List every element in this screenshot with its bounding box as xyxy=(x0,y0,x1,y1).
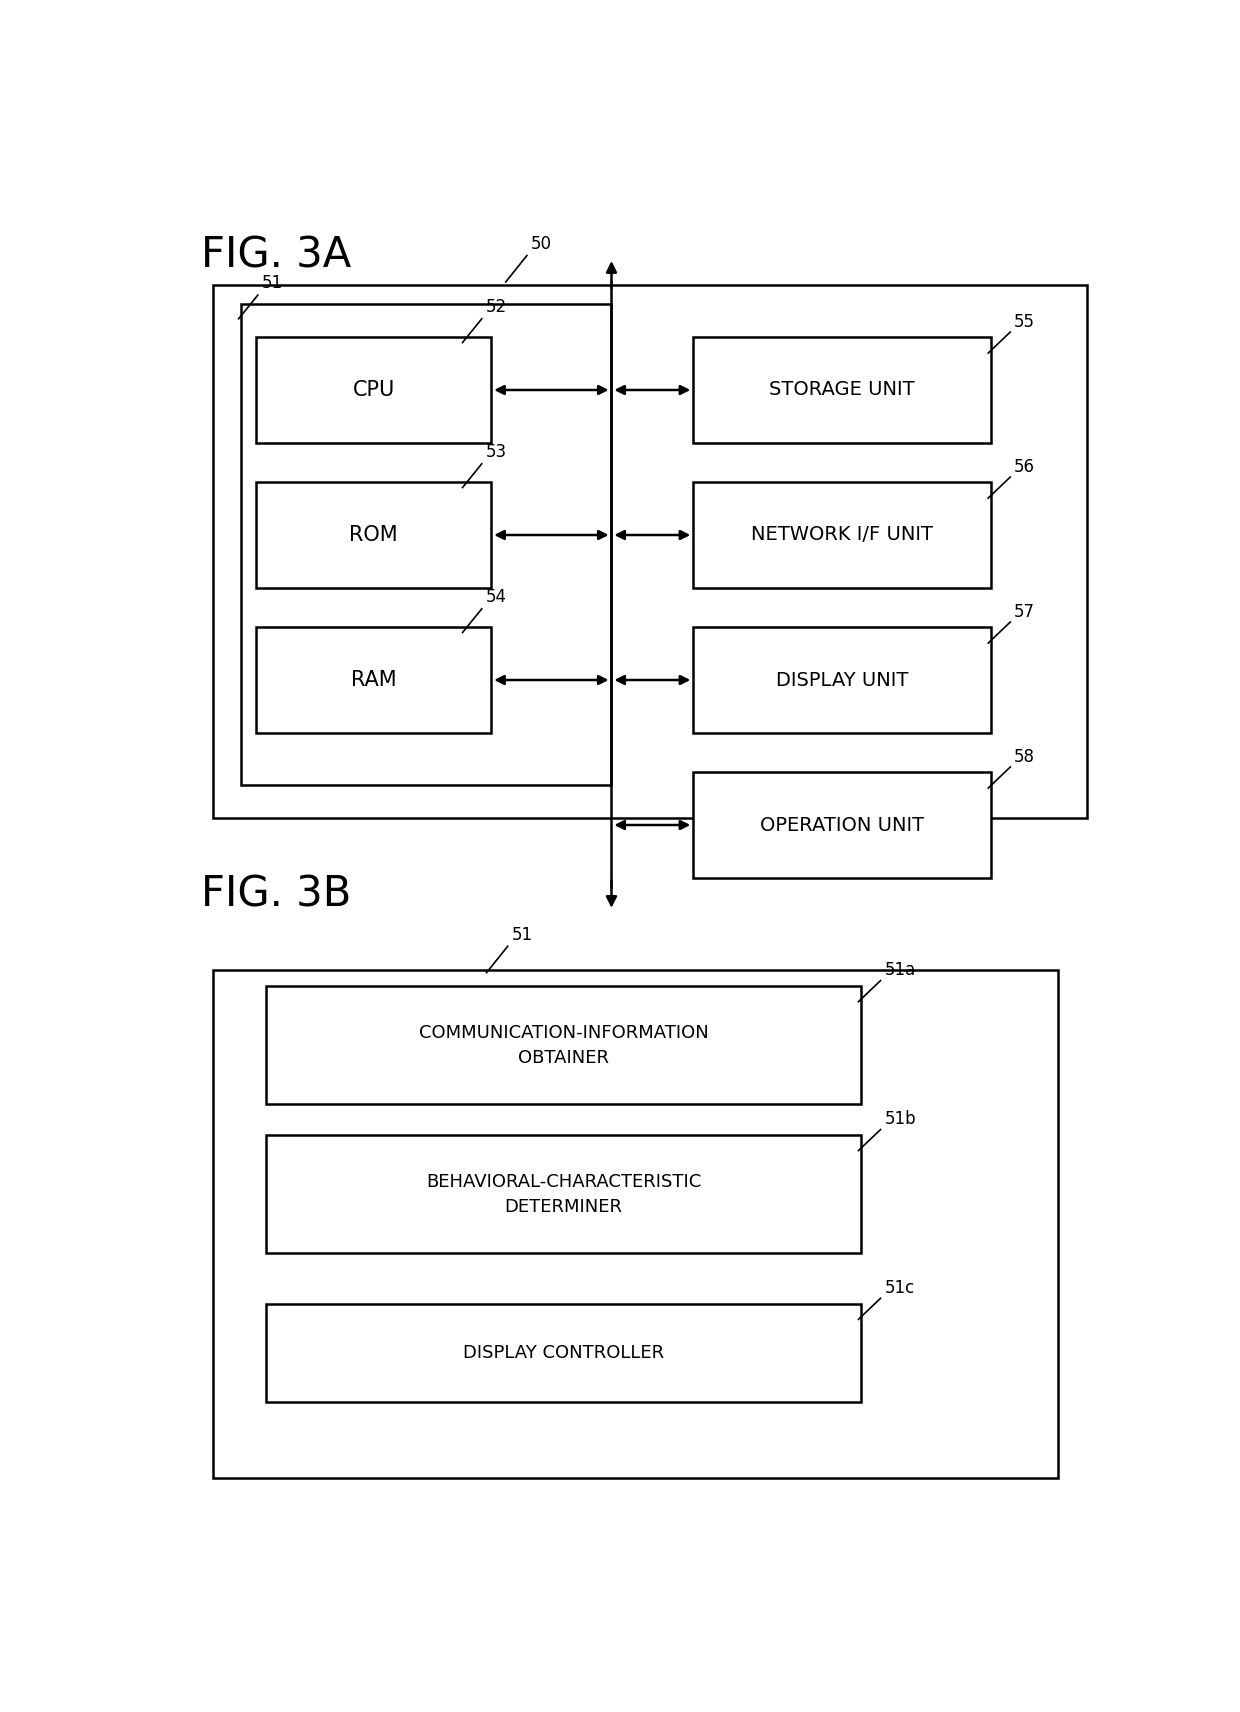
Bar xyxy=(255,627,491,733)
Text: 56: 56 xyxy=(1014,457,1035,476)
Bar xyxy=(255,337,491,443)
Text: FIG. 3A: FIG. 3A xyxy=(201,235,351,276)
Bar xyxy=(255,483,491,587)
Text: 51b: 51b xyxy=(884,1109,916,1128)
Text: CPU: CPU xyxy=(352,380,394,401)
Text: DISPLAY UNIT: DISPLAY UNIT xyxy=(776,671,909,690)
Bar xyxy=(693,772,991,878)
Bar xyxy=(693,483,991,587)
Text: 50: 50 xyxy=(531,235,552,253)
Bar xyxy=(693,627,991,733)
Text: DISPLAY CONTROLLER: DISPLAY CONTROLLER xyxy=(463,1344,663,1363)
Text: FIG. 3B: FIG. 3B xyxy=(201,873,351,916)
Bar xyxy=(693,337,991,443)
Text: 51: 51 xyxy=(512,926,533,943)
Text: 52: 52 xyxy=(486,298,507,317)
Bar xyxy=(213,971,1058,1477)
Text: 51c: 51c xyxy=(884,1279,915,1298)
Text: ROM: ROM xyxy=(350,526,398,544)
Text: BEHAVIORAL-CHARACTERISTIC
DETERMINER: BEHAVIORAL-CHARACTERISTIC DETERMINER xyxy=(425,1173,701,1216)
Text: COMMUNICATION-INFORMATION
OBTAINER: COMMUNICATION-INFORMATION OBTAINER xyxy=(419,1024,708,1067)
Text: 57: 57 xyxy=(1014,603,1035,621)
Text: 54: 54 xyxy=(486,589,507,606)
Text: 53: 53 xyxy=(486,443,507,461)
Text: 55: 55 xyxy=(1014,313,1035,330)
Bar xyxy=(213,284,1087,818)
Text: RAM: RAM xyxy=(351,669,397,690)
Text: 51a: 51a xyxy=(884,960,915,979)
Bar xyxy=(265,1135,862,1253)
Text: 58: 58 xyxy=(1014,748,1035,765)
Text: 51: 51 xyxy=(262,274,283,293)
Text: OPERATION UNIT: OPERATION UNIT xyxy=(760,815,924,834)
Text: NETWORK I/F UNIT: NETWORK I/F UNIT xyxy=(751,526,934,544)
Bar xyxy=(265,1303,862,1402)
Bar xyxy=(265,986,862,1104)
Text: STORAGE UNIT: STORAGE UNIT xyxy=(769,380,915,399)
Bar xyxy=(242,305,611,786)
